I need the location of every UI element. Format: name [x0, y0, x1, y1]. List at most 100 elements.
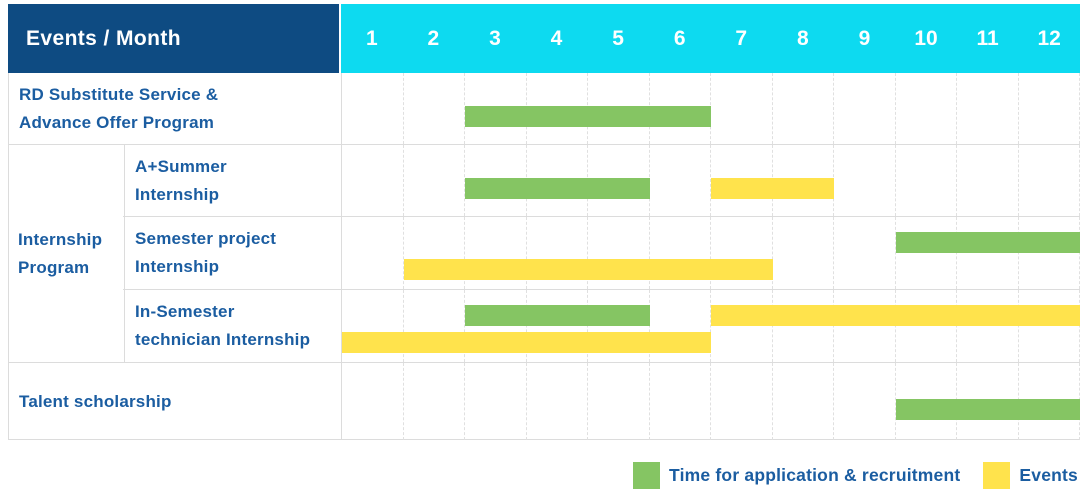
month-cell — [527, 217, 588, 289]
gantt-bar-green — [465, 305, 650, 326]
month-cell — [650, 363, 711, 440]
gantt-bar-yellow — [342, 332, 711, 353]
month-cell — [773, 73, 834, 144]
gantt-bar-yellow — [403, 259, 773, 280]
header-row: Events / Month 1 2 3 4 5 6 7 8 9 10 11 12 — [8, 4, 1080, 73]
months-grid — [341, 363, 1080, 440]
month-cell — [650, 217, 711, 289]
month-header-band: 1 2 3 4 5 6 7 8 9 10 11 12 — [341, 4, 1080, 73]
month-cell — [834, 73, 896, 144]
month-cell — [711, 290, 773, 362]
month-header-3: 3 — [489, 26, 501, 50]
months-grid — [341, 73, 1080, 144]
months-grid — [341, 145, 1080, 216]
month-cell — [834, 290, 896, 362]
table-row: A+Summer Internship — [9, 145, 1080, 217]
month-cell — [957, 145, 1019, 216]
row-label: Talent scholarship — [9, 363, 341, 440]
gantt-bar-green — [895, 232, 1080, 253]
month-cell — [342, 363, 404, 440]
month-cell — [588, 363, 650, 440]
row-label-line: Advance Offer Program — [19, 112, 215, 132]
row-label-line: Internship — [135, 184, 220, 204]
month-cell — [465, 290, 527, 362]
month-cell — [650, 145, 711, 216]
gantt-bar-yellow — [711, 305, 1080, 326]
month-header-8: 8 — [796, 26, 809, 50]
legend: Time for application & recruitment Events — [633, 460, 1078, 490]
header-title-cell: Events / Month — [8, 4, 339, 73]
gantt-bar-green — [465, 106, 711, 127]
month-cell — [773, 363, 834, 440]
month-cell — [342, 73, 404, 144]
row-label-line: Internship — [135, 257, 220, 276]
month-header-7: 7 — [735, 26, 748, 50]
month-cell — [711, 217, 773, 289]
months-grid — [341, 217, 1080, 289]
month-header-2: 2 — [427, 26, 440, 50]
month-cell — [711, 73, 773, 144]
month-cell — [342, 290, 404, 362]
month-cell — [404, 363, 465, 440]
month-cell — [342, 217, 404, 289]
legend-swatch-green — [633, 461, 661, 489]
gantt-bar-green — [895, 399, 1080, 420]
month-cell — [1019, 290, 1080, 362]
group-label-line: Internship — [18, 230, 103, 249]
month-cell — [957, 217, 1019, 289]
month-header-6: 6 — [673, 26, 686, 50]
month-cell — [342, 145, 404, 216]
row-label-line: Semester project — [135, 229, 277, 248]
legend-label: Events — [1019, 464, 1078, 485]
month-cell — [588, 217, 650, 289]
schedule-table: Events / Month 1 2 3 4 5 6 7 8 9 10 11 12 RD Substi… — [8, 4, 1080, 440]
month-cell — [404, 290, 465, 362]
month-header-10: 10 — [914, 26, 938, 50]
month-cell — [896, 145, 957, 216]
month-cell — [404, 73, 465, 144]
header-title: Events / Month — [26, 26, 181, 50]
table-row: Semester project Internship — [9, 217, 1080, 290]
month-header-11: 11 — [976, 26, 999, 50]
row-label-line: RD Substitute Service & — [19, 84, 219, 104]
gantt-bar-green — [465, 178, 650, 199]
group-label-line: Program — [18, 258, 90, 277]
legend-label: Time for application & recruitment — [669, 464, 961, 485]
gantt-bar-yellow — [711, 178, 834, 199]
month-cell — [773, 290, 834, 362]
month-cell — [834, 217, 896, 289]
row-label-line: technician Internship — [135, 330, 311, 349]
month-cell — [1019, 73, 1080, 144]
month-cell — [711, 363, 773, 440]
table-body: RD Substitute Service & Advance Offer Pro… — [8, 73, 1080, 440]
month-cell — [1019, 145, 1080, 216]
month-header-4: 4 — [550, 26, 563, 50]
month-cell — [1019, 217, 1080, 289]
row-label-line: In-Semester — [135, 302, 235, 321]
legend-item-green: Time for application & recruitment — [633, 461, 961, 489]
row-label-line: A+Summer — [135, 156, 227, 176]
month-cell — [834, 363, 896, 440]
legend-item-yellow: Events — [983, 461, 1078, 489]
row-label: RD Substitute Service & Advance Offer Pro… — [9, 73, 341, 144]
month-cell — [773, 217, 834, 289]
month-cell — [465, 363, 527, 440]
month-cell — [650, 290, 711, 362]
month-cell — [588, 290, 650, 362]
header-divider — [339, 4, 341, 73]
month-cell — [527, 363, 588, 440]
month-cell — [465, 217, 527, 289]
row-label: Semester project Internship — [124, 217, 341, 289]
row-label: In-Semester technician Internship — [124, 290, 341, 362]
month-cell — [834, 145, 896, 216]
row-label: A+Summer Internship — [124, 145, 341, 216]
month-cell — [896, 290, 957, 362]
group-cell-internship-program: Internship Program — [9, 146, 123, 362]
legend-swatch-yellow — [983, 461, 1011, 489]
month-header-9: 9 — [858, 26, 871, 50]
table-row: RD Substitute Service & Advance Offer Pro… — [9, 73, 1080, 145]
month-cell — [896, 73, 957, 144]
months-grid — [341, 290, 1080, 362]
month-cell — [404, 217, 465, 289]
